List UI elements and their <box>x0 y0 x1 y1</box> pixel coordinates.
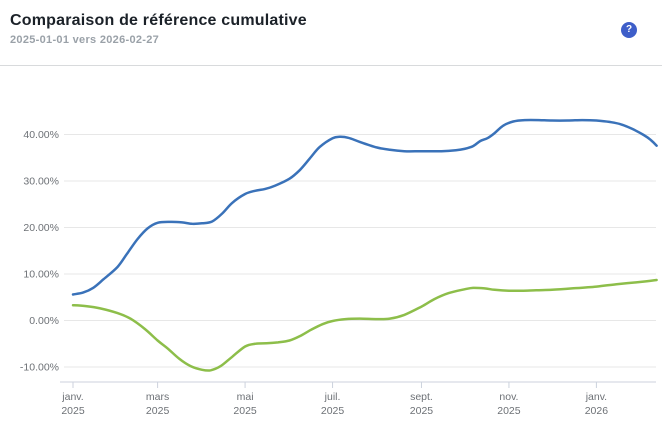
y-tick-label: 20.00% <box>23 222 59 234</box>
x-tick-label-month: nov. <box>499 391 518 403</box>
x-tick-label-year: 2026 <box>585 405 609 417</box>
x-tick-label-year: 2025 <box>321 405 345 417</box>
x-tick-label-month: sept. <box>410 391 433 403</box>
y-tick-label: 10.00% <box>23 269 59 281</box>
y-tick-label: -10.00% <box>20 362 59 374</box>
y-tick-label: 0.00% <box>29 315 59 327</box>
x-tick-label-month: janv. <box>61 391 83 403</box>
page-title: Comparaison de référence cumulative <box>10 12 307 29</box>
y-tick-label: 40.00% <box>23 129 59 141</box>
x-tick-label-month: mai <box>237 391 254 403</box>
cumulative-comparison-chart: 40.00% 30.00% 20.00% 10.00% 0.00% -10.00% janv… <box>20 118 658 417</box>
question-mark-icon: ? <box>625 24 633 35</box>
date-range-subtitle: 2025-01-01 vers 2026-02-27 <box>10 34 160 46</box>
x-tick-label-month: juil. <box>324 391 341 403</box>
x-tick-label-month: mars <box>146 391 169 403</box>
x-tick-label-year: 2025 <box>233 405 257 417</box>
x-tick-label-month: janv. <box>585 391 607 403</box>
help-button[interactable]: ? <box>621 22 637 38</box>
y-tick-label: 30.00% <box>23 176 59 188</box>
x-tick-label-year: 2025 <box>61 405 85 417</box>
series_blue-line[interactable] <box>71 118 658 296</box>
x-tick-label-year: 2025 <box>410 405 434 417</box>
x-tick-label-year: 2025 <box>146 405 170 417</box>
header-divider <box>0 65 662 66</box>
chart-header: Comparaison de référence cumulative 2025… <box>0 0 662 65</box>
series_green-line[interactable] <box>71 278 658 372</box>
x-tick-label-year: 2025 <box>497 405 521 417</box>
